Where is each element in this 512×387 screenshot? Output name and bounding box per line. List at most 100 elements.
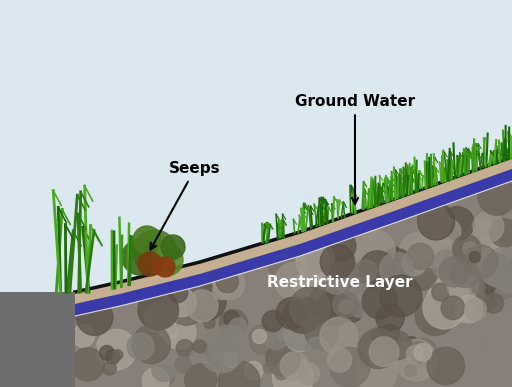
Circle shape [355, 352, 397, 387]
Circle shape [330, 347, 370, 387]
Circle shape [423, 286, 465, 329]
Circle shape [407, 260, 437, 290]
Circle shape [175, 356, 191, 373]
Circle shape [152, 358, 175, 381]
Circle shape [320, 317, 358, 355]
Circle shape [481, 259, 512, 299]
Circle shape [290, 287, 330, 328]
Circle shape [395, 339, 437, 381]
Circle shape [294, 273, 323, 302]
Circle shape [358, 329, 398, 368]
Circle shape [300, 286, 310, 297]
Circle shape [202, 344, 212, 354]
Circle shape [382, 330, 412, 360]
Polygon shape [0, 359, 512, 387]
Circle shape [339, 241, 351, 252]
Circle shape [148, 302, 173, 327]
Text: Restrictive Layer: Restrictive Layer [267, 274, 413, 289]
Circle shape [333, 292, 359, 317]
Circle shape [473, 211, 504, 242]
Circle shape [432, 283, 450, 301]
Circle shape [488, 195, 506, 212]
Circle shape [447, 270, 478, 301]
Circle shape [159, 320, 178, 340]
Circle shape [298, 363, 319, 384]
Circle shape [476, 195, 512, 237]
Circle shape [473, 248, 496, 271]
Circle shape [342, 300, 363, 322]
Circle shape [103, 361, 116, 375]
Circle shape [219, 310, 248, 338]
Circle shape [387, 247, 402, 262]
Circle shape [244, 361, 263, 380]
Circle shape [263, 363, 274, 373]
Circle shape [71, 348, 104, 381]
Circle shape [419, 214, 447, 243]
Circle shape [463, 242, 477, 256]
Circle shape [224, 311, 240, 326]
Circle shape [415, 295, 456, 336]
Circle shape [252, 330, 267, 344]
Circle shape [161, 235, 185, 259]
Circle shape [105, 350, 120, 364]
Circle shape [284, 296, 321, 333]
Circle shape [280, 352, 308, 380]
Circle shape [328, 373, 339, 384]
Circle shape [468, 238, 502, 271]
Circle shape [414, 343, 432, 361]
Circle shape [133, 226, 161, 254]
Polygon shape [75, 157, 512, 304]
Circle shape [470, 252, 480, 262]
Circle shape [219, 361, 260, 387]
Circle shape [464, 193, 496, 224]
Circle shape [266, 342, 300, 376]
Circle shape [186, 290, 218, 322]
Circle shape [274, 366, 289, 380]
Circle shape [427, 347, 464, 385]
Circle shape [374, 348, 388, 362]
Circle shape [423, 317, 437, 330]
Circle shape [309, 283, 351, 325]
Circle shape [330, 256, 369, 295]
Circle shape [132, 325, 170, 364]
Circle shape [324, 270, 348, 294]
Circle shape [381, 324, 400, 343]
Circle shape [409, 342, 430, 362]
Circle shape [477, 339, 489, 352]
Text: Seeps: Seeps [151, 161, 221, 250]
Circle shape [451, 300, 474, 323]
Polygon shape [75, 169, 512, 316]
Circle shape [478, 177, 512, 215]
Circle shape [464, 299, 486, 320]
Circle shape [133, 230, 177, 274]
Circle shape [68, 336, 96, 364]
Circle shape [435, 219, 461, 245]
Circle shape [262, 310, 284, 332]
Circle shape [305, 243, 334, 272]
Circle shape [320, 245, 354, 279]
Circle shape [453, 235, 481, 263]
Circle shape [280, 306, 324, 350]
Circle shape [328, 348, 352, 372]
Circle shape [317, 292, 352, 326]
Circle shape [72, 325, 94, 347]
Circle shape [458, 309, 472, 322]
Circle shape [369, 337, 399, 366]
Circle shape [346, 284, 378, 318]
Circle shape [96, 329, 137, 370]
Circle shape [342, 307, 354, 319]
Circle shape [99, 346, 114, 360]
Circle shape [223, 352, 238, 367]
Circle shape [439, 257, 469, 287]
Circle shape [455, 295, 482, 323]
Circle shape [427, 225, 440, 237]
Circle shape [168, 289, 197, 317]
Circle shape [360, 251, 395, 286]
Circle shape [264, 325, 288, 349]
Circle shape [408, 243, 434, 270]
Circle shape [284, 320, 316, 352]
Polygon shape [75, 157, 512, 387]
Circle shape [151, 244, 183, 276]
Circle shape [138, 252, 162, 276]
Circle shape [414, 229, 452, 267]
